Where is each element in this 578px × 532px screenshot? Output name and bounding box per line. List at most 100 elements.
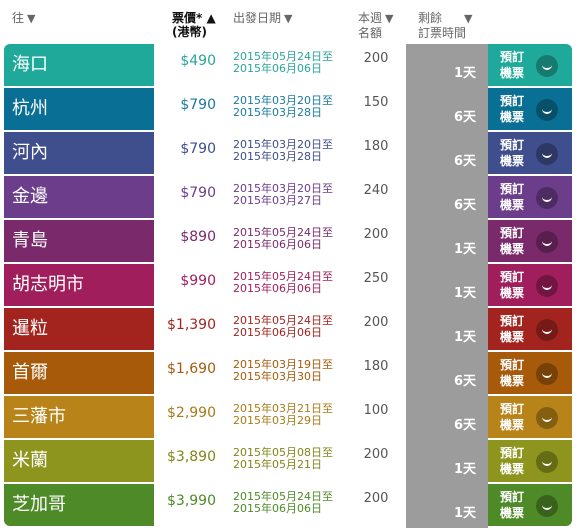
book-ticket-button[interactable]: 預訂機票 (488, 176, 572, 218)
smile-icon (536, 363, 558, 385)
price-cell: $890 (180, 229, 216, 245)
fare-row[interactable]: 米蘭 $3,890 2015年05月08日至 2015年05月21日 200 1… (4, 440, 572, 484)
date-from: 2015年05月24日至 (233, 270, 333, 283)
remaining-days: 6天 (453, 374, 476, 389)
sort-arrow-icon: ▼ (464, 12, 473, 25)
destination-cell[interactable]: 三藩市 (4, 396, 154, 438)
fare-row[interactable]: 金邊 $790 2015年03月20日至 2015年03月27日 240 6天 … (4, 176, 572, 220)
book-ticket-button[interactable]: 預訂機票 (488, 88, 572, 130)
fare-row[interactable]: 河內 $790 2015年03月20日至 2015年03月28日 180 6天 … (4, 132, 572, 176)
remaining-time-cell: 1天 (406, 220, 488, 262)
date-from: 2015年05月24日至 (233, 50, 333, 63)
remaining-time-cell: 6天 (406, 132, 488, 174)
fare-row[interactable]: 胡志明市 $990 2015年05月24日至 2015年06月06日 250 1… (4, 264, 572, 308)
sort-price[interactable]: 票價* ▲ (港幣) (172, 11, 216, 39)
smile-icon (536, 407, 558, 429)
book-ticket-button[interactable]: 預訂機票 (488, 352, 572, 394)
travel-dates: 2015年05月08日至 2015年05月21日 (233, 447, 333, 471)
book-ticket-label: 預訂機票 (500, 402, 525, 432)
fare-row[interactable]: 芝加哥 $3,990 2015年05月24日至 2015年06月06日 200 … (4, 484, 572, 528)
book-ticket-button[interactable]: 預訂機票 (488, 484, 572, 526)
fare-row[interactable]: 杭州 $790 2015年03月20日至 2015年03月28日 150 6天 … (4, 88, 572, 132)
fare-row[interactable]: 暹粒 $1,390 2015年05月24日至 2015年06月06日 200 1… (4, 308, 572, 352)
date-from: 2015年05月24日至 (233, 314, 333, 327)
travel-dates: 2015年03月20日至 2015年03月27日 (233, 183, 333, 207)
seats-cell: 150 (363, 95, 389, 110)
remaining-days: 1天 (453, 330, 476, 345)
seats-cell: 200 (363, 51, 389, 66)
destination-cell[interactable]: 金邊 (4, 176, 154, 218)
remaining-days: 6天 (453, 418, 476, 433)
smile-icon (536, 187, 558, 209)
seats-cell: 100 (363, 403, 389, 418)
date-to: 2015年06月06日 (233, 502, 322, 515)
remaining-time-cell: 6天 (406, 176, 488, 218)
smile-icon (536, 231, 558, 253)
remaining-time-cell: 1天 (406, 484, 488, 526)
destination-cell[interactable]: 河內 (4, 132, 154, 174)
smile-icon (536, 143, 558, 165)
destination-cell[interactable]: 芝加哥 (4, 484, 154, 526)
book-ticket-button[interactable]: 預訂機票 (488, 264, 572, 306)
destination-cell[interactable]: 杭州 (4, 88, 154, 130)
price-cell: $1,690 (167, 361, 216, 377)
book-ticket-label: 預訂機票 (500, 94, 525, 124)
book-ticket-button[interactable]: 預訂機票 (488, 44, 572, 86)
smile-icon (536, 495, 558, 517)
destination-cell[interactable]: 海口 (4, 44, 154, 86)
book-ticket-button[interactable]: 預訂機票 (488, 440, 572, 482)
sort-arrow-icon: ▼ (385, 12, 394, 25)
book-ticket-button[interactable]: 預訂機票 (488, 132, 572, 174)
price-cell: $3,990 (167, 493, 216, 509)
book-ticket-button[interactable]: 預訂機票 (488, 220, 572, 262)
remain-header-label: 剩餘 (418, 11, 443, 25)
price-cell: $790 (180, 97, 216, 113)
seats-cell: 250 (363, 271, 389, 286)
book-ticket-button[interactable]: 預訂機票 (488, 308, 572, 350)
seats-cell: 200 (363, 491, 389, 506)
date-from: 2015年03月19日至 (233, 358, 333, 371)
seats-cell: 200 (363, 227, 389, 242)
sort-destination[interactable]: 往 ▼ (12, 11, 35, 26)
sort-date[interactable]: 出發日期 ▼ (233, 11, 292, 26)
destination-cell[interactable]: 米蘭 (4, 440, 154, 482)
book-ticket-label: 預訂機票 (500, 138, 525, 168)
remaining-days: 1天 (453, 286, 476, 301)
book-ticket-label: 預訂機票 (500, 270, 525, 300)
fare-row[interactable]: 青島 $890 2015年05月24日至 2015年06月06日 200 1天 … (4, 220, 572, 264)
smile-icon (536, 319, 558, 341)
remaining-time-cell: 1天 (406, 264, 488, 306)
price-header-label: 票價* ▲ (172, 11, 216, 25)
date-to: 2015年06月06日 (233, 282, 322, 295)
fare-row[interactable]: 三藩市 $2,990 2015年03月21日至 2015年03月29日 100 … (4, 396, 572, 440)
table-header: 往 ▼ 票價* ▲ (港幣) 出發日期 ▼ 本週 ▼ 名額 剩餘 ▼ 訂票時間 (0, 0, 578, 44)
date-to: 2015年06月06日 (233, 62, 322, 75)
date-from: 2015年05月08日至 (233, 446, 333, 459)
price-cell: $3,890 (167, 449, 216, 465)
date-from: 2015年05月24日至 (233, 226, 333, 239)
fare-row[interactable]: 首爾 $1,690 2015年03月19日至 2015年03月30日 180 6… (4, 352, 572, 396)
destination-cell[interactable]: 暹粒 (4, 308, 154, 350)
date-from: 2015年03月20日至 (233, 94, 333, 107)
remaining-time-cell: 6天 (406, 352, 488, 394)
remaining-time-cell: 1天 (406, 440, 488, 482)
date-to: 2015年03月28日 (233, 106, 322, 119)
date-to: 2015年06月06日 (233, 326, 322, 339)
smile-icon (536, 275, 558, 297)
remaining-time-cell: 1天 (406, 308, 488, 350)
destination-cell[interactable]: 首爾 (4, 352, 154, 394)
remaining-days: 6天 (453, 110, 476, 125)
travel-dates: 2015年05月24日至 2015年06月06日 (233, 227, 333, 251)
remaining-time-column-bg (406, 44, 488, 528)
destination-cell[interactable]: 胡志明市 (4, 264, 154, 306)
fare-row[interactable]: 海口 $490 2015年05月24日至 2015年06月06日 200 1天 … (4, 44, 572, 88)
sort-remaining-time[interactable]: 剩餘 ▼ 訂票時間 (418, 11, 472, 40)
destination-cell[interactable]: 青島 (4, 220, 154, 262)
book-ticket-button[interactable]: 預訂機票 (488, 396, 572, 438)
travel-dates: 2015年03月21日至 2015年03月29日 (233, 403, 333, 427)
sort-seats[interactable]: 本週 ▼ 名額 (358, 11, 393, 40)
date-from: 2015年03月20日至 (233, 138, 333, 151)
seats-cell: 240 (363, 183, 389, 198)
book-ticket-label: 預訂機票 (500, 182, 525, 212)
date-from: 2015年03月21日至 (233, 402, 333, 415)
